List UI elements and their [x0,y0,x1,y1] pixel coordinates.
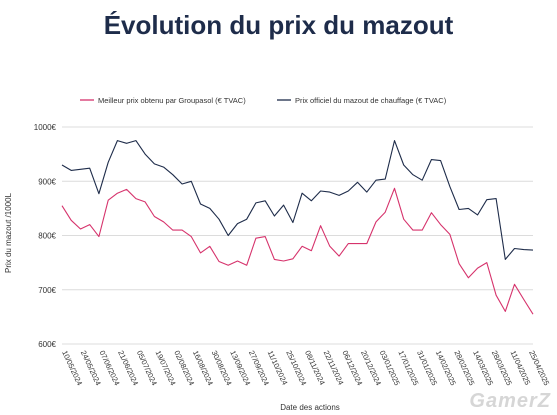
y-tick-label: 900€ [38,177,56,186]
y-tick-label: 800€ [38,232,56,241]
grid [62,126,533,345]
series-lines [61,140,534,315]
y-tick-label: 600€ [38,340,56,349]
y-tick-label: 1000€ [34,123,57,132]
legend: Meilleur prix obtenu par Groupasol (€ TV… [80,96,447,105]
series-line-groupasol [61,187,534,315]
legend-label: Meilleur prix obtenu par Groupasol (€ TV… [98,96,246,105]
y-tick-label: 700€ [38,286,56,295]
watermark: GamerZ [469,390,551,412]
y-axis-label: Prix du mazout /1000L [4,192,13,273]
x-axis-label: Date des actions [280,403,340,412]
legend-label: Prix officiel du mazout de chauffage (€ … [295,96,447,105]
x-axis-ticks: 10/05/202424/05/202407/06/202421/06/2024… [60,349,551,387]
y-axis-ticks: 600€ 700€ 800€ 900€ 1000€ [34,123,57,349]
series-line-official [61,140,534,260]
chart-title: Évolution du prix du mazout [103,10,454,40]
